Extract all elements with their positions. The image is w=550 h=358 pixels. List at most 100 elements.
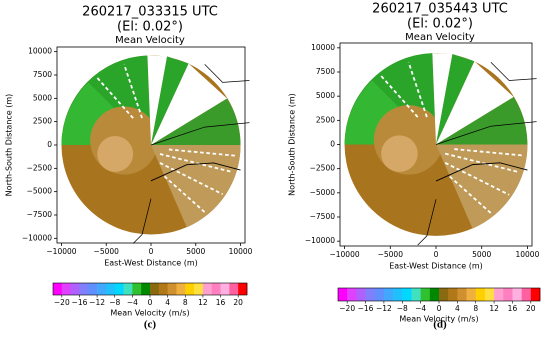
colorbar-bin bbox=[494, 288, 504, 301]
x-tick-label: 5000 bbox=[472, 250, 491, 259]
x-tick-label: −5000 bbox=[94, 247, 120, 256]
y-tick-label: 10000 bbox=[28, 47, 52, 56]
y-tick-label: −10000 bbox=[22, 233, 52, 242]
x-tick-label: 0 bbox=[149, 247, 154, 256]
colorbar-bin bbox=[202, 283, 213, 295]
colorbar-tick-label: −8 bbox=[397, 304, 408, 313]
panel-subtitle: Mean Velocity bbox=[115, 35, 185, 46]
panel-elevation: (El: 0.02°) bbox=[117, 20, 183, 35]
colorbar-bin bbox=[475, 288, 486, 301]
y-tick-label: 5000 bbox=[316, 91, 335, 100]
colorbar-tick-label: 16 bbox=[216, 298, 226, 307]
y-tick-label: −2500 bbox=[27, 163, 53, 172]
colorbar-bin bbox=[238, 283, 248, 295]
colorbar-bin bbox=[457, 288, 467, 301]
colorbar-tick-label: 20 bbox=[233, 298, 243, 307]
radar-image bbox=[60, 54, 251, 245]
colorbar-bin bbox=[114, 283, 124, 295]
y-axis-label: North-South Distance (m) bbox=[288, 93, 297, 196]
y-tick-label: −10000 bbox=[305, 236, 335, 245]
colorbar-tick-label: −4 bbox=[415, 304, 426, 313]
colorbar-bin bbox=[211, 283, 221, 295]
colorbar-bin bbox=[429, 288, 440, 301]
colorbar-bin bbox=[141, 283, 151, 295]
colorbar-bin bbox=[123, 283, 133, 295]
colorbar-tick-label: −8 bbox=[109, 298, 120, 307]
x-tick-label: 5000 bbox=[186, 247, 205, 256]
colorbar-bin bbox=[53, 283, 63, 295]
colorbar-bin bbox=[220, 283, 230, 295]
x-tick-label: −10000 bbox=[329, 250, 359, 259]
colorbar-bin bbox=[411, 288, 421, 301]
colorbar-bin bbox=[530, 288, 541, 301]
colorbar-bin bbox=[338, 288, 348, 301]
colorbar-tick-label: −16 bbox=[72, 298, 88, 307]
colorbar-bin bbox=[448, 288, 458, 301]
panel-title: 260217_033315 UTC bbox=[82, 5, 218, 20]
colorbar-tick-label: 0 bbox=[437, 304, 442, 313]
y-tick-label: −2500 bbox=[310, 164, 336, 173]
colorbar-bin bbox=[132, 283, 142, 295]
colorbar-bin bbox=[88, 283, 98, 295]
colorbar-bin bbox=[105, 283, 116, 295]
colorbar-bin bbox=[402, 288, 412, 301]
y-tick-label: 2500 bbox=[316, 115, 335, 124]
x-tick-label: 0 bbox=[434, 250, 439, 259]
colorbar-bin bbox=[185, 283, 195, 295]
y-axis-label: North-South Distance (m) bbox=[5, 94, 14, 197]
colorbar-bin bbox=[347, 288, 357, 301]
colorbar-bin bbox=[383, 288, 394, 301]
colorbar-tick-label: −12 bbox=[89, 298, 105, 307]
colorbar-tick-label: 8 bbox=[183, 298, 188, 307]
colorbar-tick-label: 8 bbox=[473, 304, 478, 313]
colorbar-tick-label: −16 bbox=[358, 304, 374, 313]
colorbar-bin bbox=[150, 283, 160, 295]
colorbar-label: Mean Velocity (m/s) bbox=[399, 315, 478, 324]
colorbar-bin bbox=[356, 288, 366, 301]
colorbar-bin bbox=[97, 283, 107, 295]
colorbar-bin bbox=[512, 288, 522, 301]
colorbar-bin bbox=[167, 283, 177, 295]
colorbar-bin bbox=[484, 288, 495, 301]
y-tick-label: −5000 bbox=[27, 187, 53, 196]
colorbar-tick-label: −20 bbox=[54, 298, 70, 307]
x-axis-label: East-West Distance (m) bbox=[104, 259, 198, 268]
y-tick-label: 7500 bbox=[33, 70, 52, 79]
y-tick-label: 2500 bbox=[33, 117, 52, 126]
y-tick-label: 7500 bbox=[316, 67, 335, 76]
colorbar-bin bbox=[176, 283, 186, 295]
y-tick-label: −7500 bbox=[310, 212, 336, 221]
colorbar-bin bbox=[365, 288, 376, 301]
y-tick-label: 0 bbox=[47, 140, 52, 149]
x-tick-label: 10000 bbox=[229, 247, 253, 256]
colorbar-bin bbox=[194, 283, 204, 295]
colorbar-bin bbox=[158, 283, 168, 295]
x-tick-label: −10000 bbox=[46, 247, 76, 256]
colorbar-tick-label: −20 bbox=[339, 304, 355, 313]
colorbar-bin bbox=[393, 288, 403, 301]
colorbar-bin bbox=[374, 288, 385, 301]
colorbar-tick-label: −4 bbox=[127, 298, 138, 307]
panel-elevation: (El: 0.02°) bbox=[407, 17, 473, 32]
radar-image bbox=[343, 52, 538, 247]
x-tick-label: −5000 bbox=[378, 250, 404, 259]
y-tick-label: −5000 bbox=[310, 188, 336, 197]
colorbar-bin bbox=[229, 283, 239, 295]
colorbar-label: Mean Velocity (m/s) bbox=[110, 309, 189, 318]
x-axis-label: East-West Distance (m) bbox=[389, 262, 483, 271]
y-tick-label: −7500 bbox=[27, 210, 53, 219]
colorbar-tick-label: 0 bbox=[148, 298, 153, 307]
y-tick-label: 5000 bbox=[33, 93, 52, 102]
colorbar-bin bbox=[61, 283, 71, 295]
colorbar-bin bbox=[420, 288, 431, 301]
colorbar-bin bbox=[439, 288, 449, 301]
colorbar-bin bbox=[521, 288, 532, 301]
y-tick-label: 10000 bbox=[311, 43, 335, 52]
colorbar-tick-label: 20 bbox=[526, 304, 536, 313]
colorbar-bin bbox=[79, 283, 89, 295]
colorbar-tick-label: 4 bbox=[165, 298, 170, 307]
colorbar-bin bbox=[466, 288, 477, 301]
y-tick-label: 0 bbox=[330, 140, 335, 149]
colorbar-tick-label: 4 bbox=[455, 304, 460, 313]
